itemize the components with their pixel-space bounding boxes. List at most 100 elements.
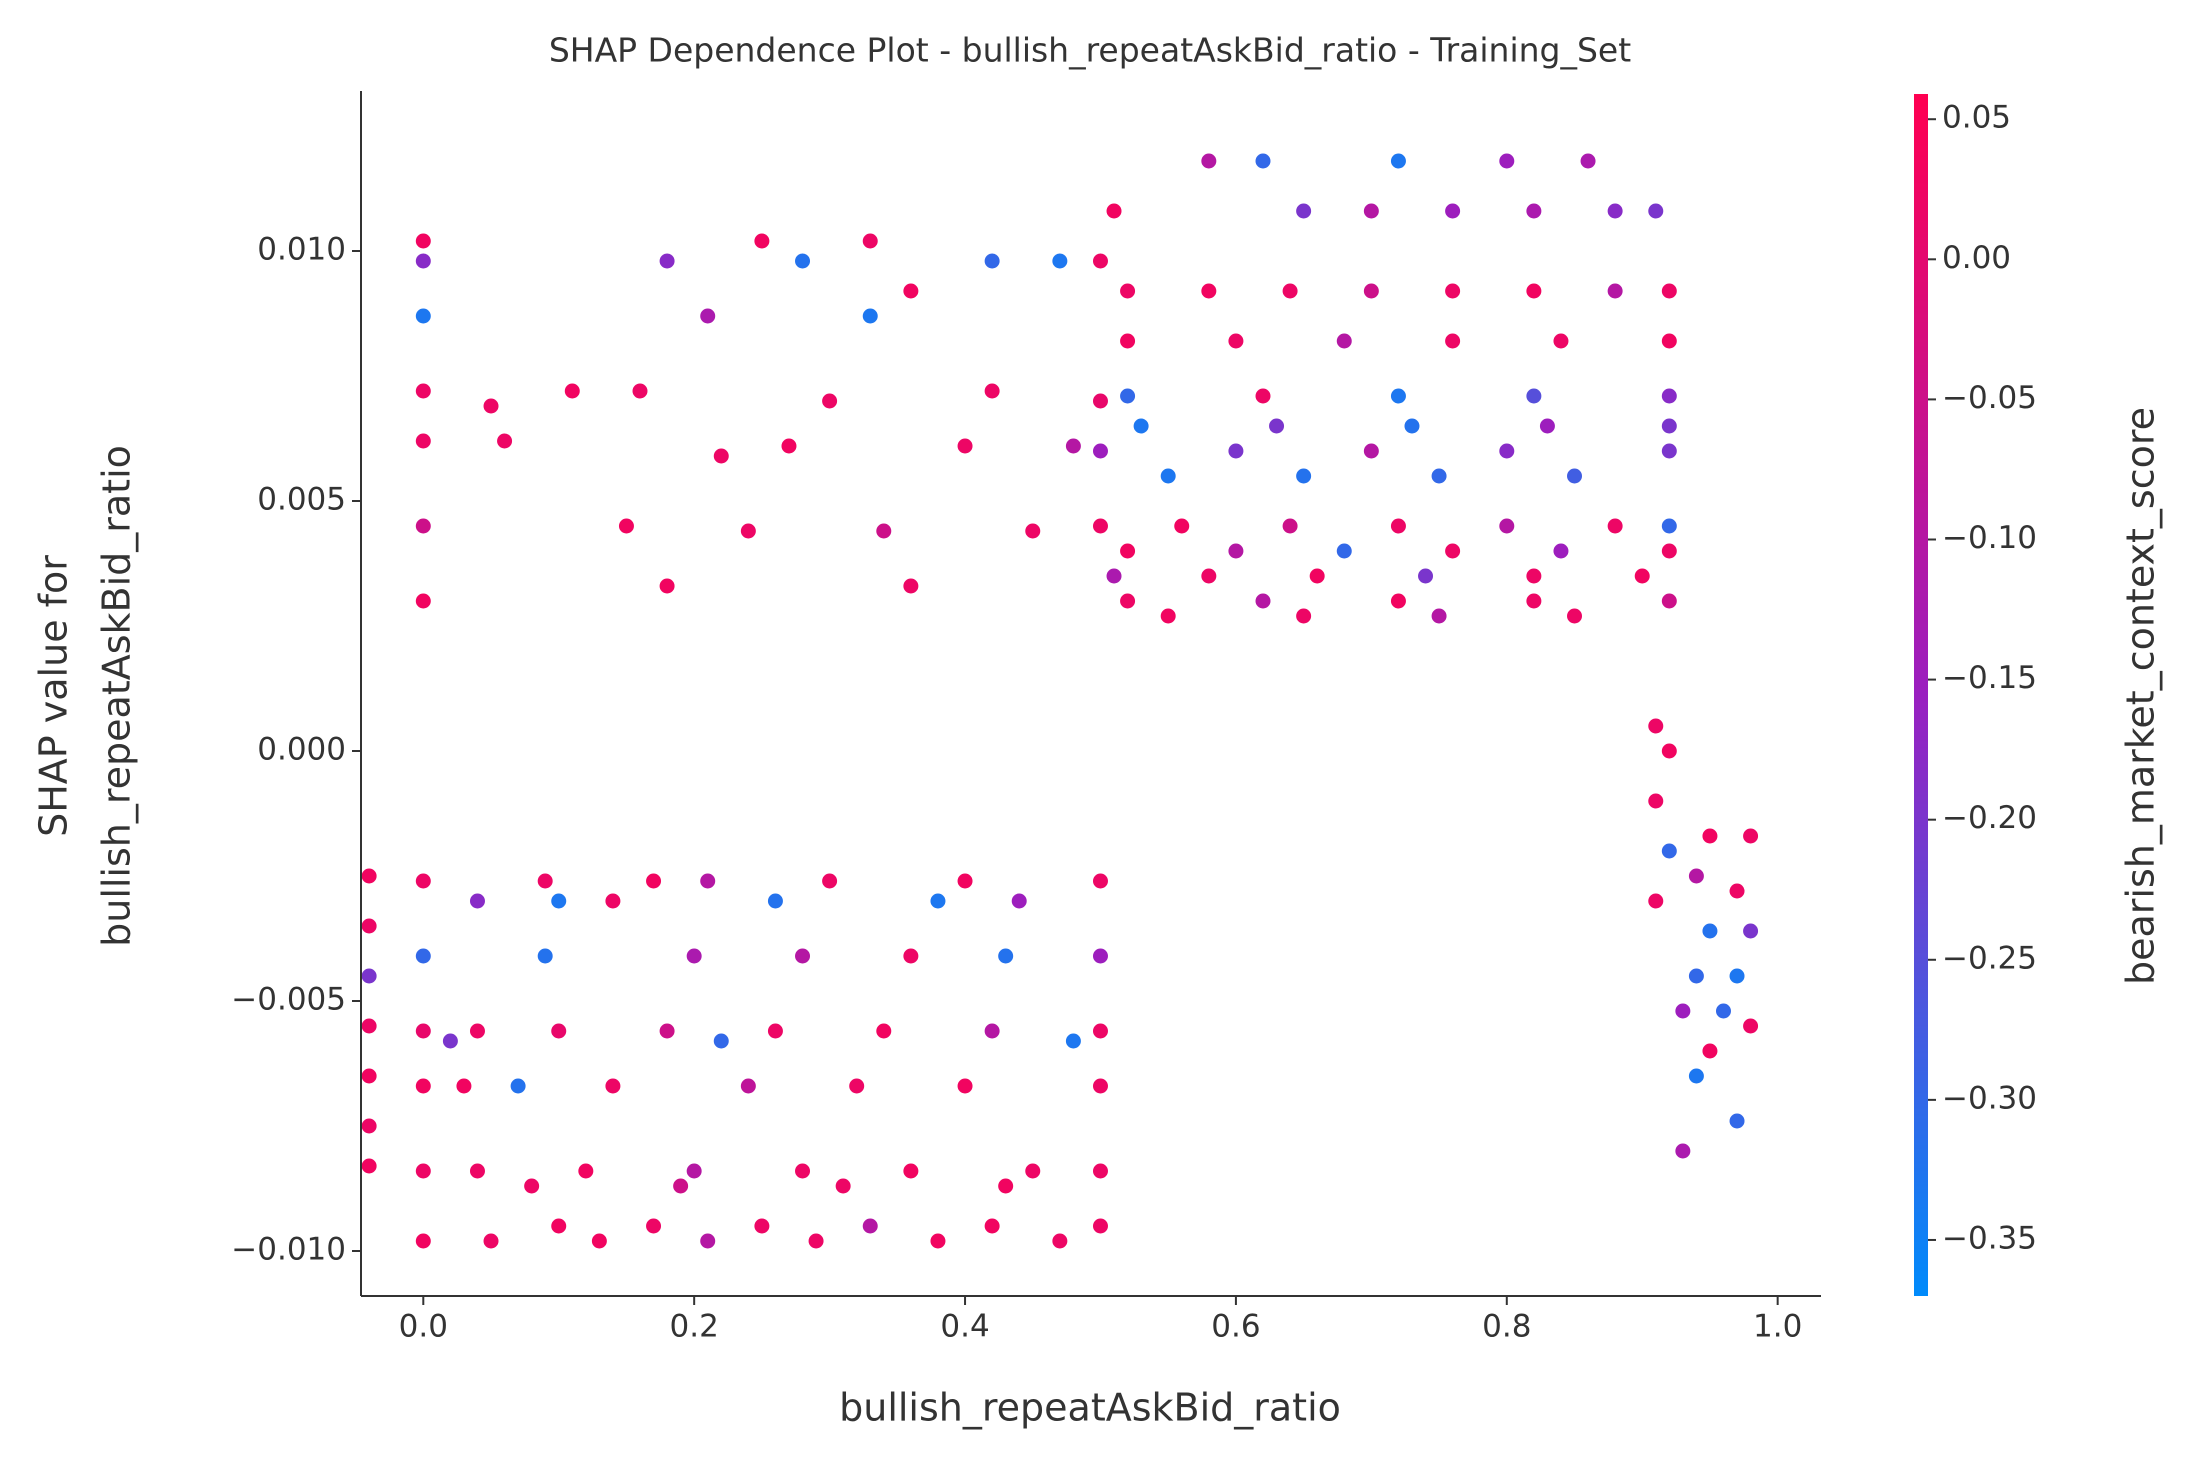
point <box>984 1218 1000 1234</box>
point <box>537 873 553 889</box>
point <box>1567 468 1583 484</box>
point <box>415 308 431 324</box>
colorbar-tick-label: −0.30 <box>1942 1080 2037 1116</box>
point <box>469 1023 485 1039</box>
point <box>835 1178 851 1194</box>
point <box>1661 843 1677 859</box>
point <box>808 1233 824 1249</box>
y-axis-label: SHAP value for <box>32 555 76 837</box>
y-tick-label: 0.000 <box>257 732 346 768</box>
colorbar-tick-label: −0.25 <box>1942 940 2037 976</box>
point <box>1092 253 1108 269</box>
y-tick-label: 0.010 <box>257 232 346 268</box>
point <box>767 893 783 909</box>
point <box>822 393 838 409</box>
point <box>1445 283 1461 299</box>
point <box>469 893 485 909</box>
point <box>930 893 946 909</box>
point <box>713 448 729 464</box>
y-tick-label: −0.005 <box>231 982 346 1018</box>
point <box>1120 333 1136 349</box>
x-tick-label: 0.2 <box>670 1309 719 1345</box>
point <box>1661 743 1677 759</box>
point <box>415 593 431 609</box>
point <box>1363 203 1379 219</box>
point <box>1729 1113 1745 1129</box>
point <box>415 518 431 534</box>
point <box>795 253 811 269</box>
point <box>1106 568 1122 584</box>
point <box>957 873 973 889</box>
point <box>1526 388 1542 404</box>
point <box>361 868 377 884</box>
point <box>1228 443 1244 459</box>
point <box>1567 608 1583 624</box>
point <box>903 283 919 299</box>
point <box>1607 518 1623 534</box>
point <box>1092 1078 1108 1094</box>
point <box>537 948 553 964</box>
x-tick-label: 0.8 <box>1482 1309 1531 1345</box>
point <box>551 1023 567 1039</box>
point <box>1661 333 1677 349</box>
point <box>415 873 431 889</box>
point <box>1065 438 1081 454</box>
colorbar-tick-label: 0.00 <box>1942 240 2011 276</box>
y-tick-label: −0.010 <box>231 1232 346 1268</box>
point <box>415 253 431 269</box>
point <box>795 948 811 964</box>
colorbar-tick-label: −0.35 <box>1942 1220 2037 1256</box>
point <box>415 1233 431 1249</box>
point <box>1661 518 1677 534</box>
point <box>862 308 878 324</box>
colorbar-tick-label: 0.05 <box>1942 100 2011 136</box>
point <box>1363 443 1379 459</box>
point <box>1661 418 1677 434</box>
point <box>862 233 878 249</box>
point <box>1526 568 1542 584</box>
point <box>1092 393 1108 409</box>
point <box>1688 868 1704 884</box>
point <box>442 1033 458 1049</box>
point <box>1336 543 1352 559</box>
point <box>415 1163 431 1179</box>
point <box>551 1218 567 1234</box>
point <box>1255 388 1271 404</box>
point <box>415 233 431 249</box>
point <box>984 1023 1000 1039</box>
point <box>998 1178 1014 1194</box>
point <box>361 1068 377 1084</box>
point <box>1661 443 1677 459</box>
point <box>849 1078 865 1094</box>
point <box>1336 333 1352 349</box>
point <box>1580 153 1596 169</box>
point <box>1743 923 1759 939</box>
points <box>361 153 1759 1249</box>
x-tick-label: 1.0 <box>1753 1309 1802 1345</box>
point <box>1661 543 1677 559</box>
point <box>415 383 431 399</box>
point <box>1702 923 1718 939</box>
point <box>1092 873 1108 889</box>
point <box>632 383 648 399</box>
point <box>903 948 919 964</box>
point <box>1092 1163 1108 1179</box>
point <box>1499 518 1515 534</box>
point <box>876 1023 892 1039</box>
point <box>1539 418 1555 434</box>
point <box>713 1033 729 1049</box>
point <box>1499 443 1515 459</box>
point <box>1201 153 1217 169</box>
point <box>1743 1018 1759 1034</box>
point <box>998 948 1014 964</box>
point <box>876 523 892 539</box>
point <box>1363 283 1379 299</box>
point <box>1648 203 1664 219</box>
point <box>1269 418 1285 434</box>
point <box>1092 518 1108 534</box>
point <box>605 893 621 909</box>
point <box>1011 893 1027 909</box>
point <box>1445 543 1461 559</box>
point <box>700 1233 716 1249</box>
